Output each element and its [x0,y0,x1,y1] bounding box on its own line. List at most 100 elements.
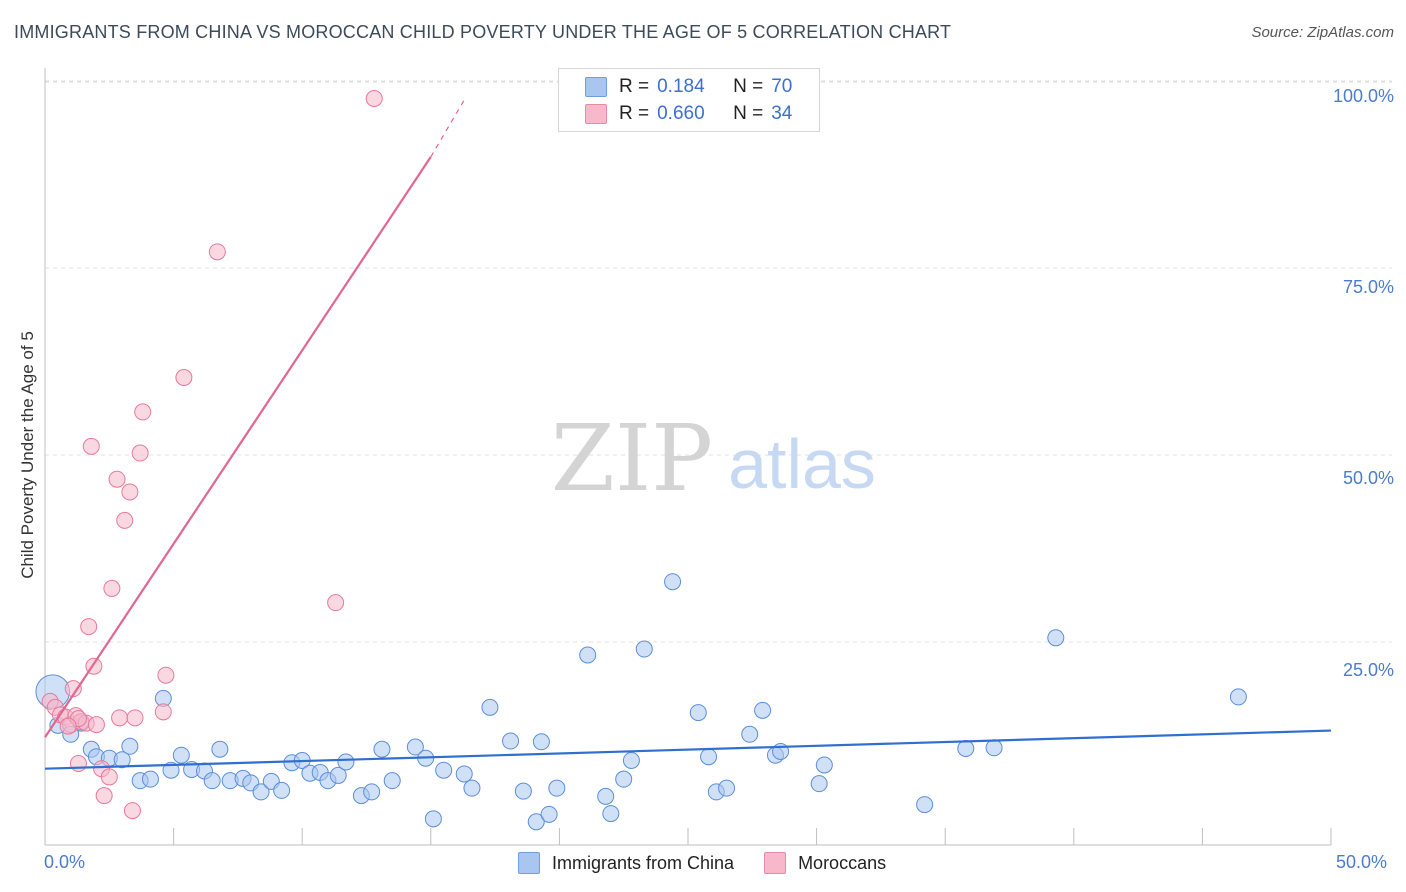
china-point [435,761,453,779]
china-point [373,740,391,758]
legend-label-china: Immigrants from China [552,852,735,873]
china-point [664,573,682,591]
y-tick-label: 75.0% [1342,277,1394,297]
moroccan-point [59,717,77,735]
r-label: R = [619,103,650,124]
moroccan-point [126,709,144,727]
source-credit: Source: ZipAtlas.com [1251,24,1394,41]
china-point [252,783,270,801]
china-point [615,770,633,788]
chart-title: IMMIGRANTS FROM CHINA VS MOROCCAN CHILD … [14,22,952,42]
moroccan-point [111,709,129,727]
moroccan-point [134,403,152,421]
china-point [162,761,180,779]
moroccan-point [82,437,100,455]
legend-row-china: R = 0.184 N = 70 [585,75,792,99]
china-point [957,740,975,758]
moroccan-point [121,483,139,501]
series-legend: Immigrants from China Moroccans [518,852,916,874]
china-point [815,756,833,774]
moroccan-point [116,511,134,529]
legend-swatch-china [585,77,607,97]
china-point [548,779,566,797]
china-point [540,805,558,823]
moroccan-point [123,802,141,820]
watermark-zip: ZIP [551,405,713,512]
legend-swatch-moroccans [585,104,607,124]
china-point [689,704,707,722]
watermark-atlas: atlas [728,425,876,503]
china-point [985,739,1003,757]
china-point [455,765,473,783]
china-point [916,796,934,814]
china-point [337,753,355,771]
china-point [597,787,615,805]
y-tick-label: 50.0% [1342,468,1394,488]
gridlines [45,80,1392,643]
moroccan-point [154,703,172,721]
moroccan-point [131,444,149,462]
china-point [406,738,424,756]
china-point [113,751,131,769]
china-point [273,781,291,799]
moroccan-point [175,369,193,386]
china-point [329,766,347,784]
china-point [141,770,159,788]
n-label: N = [733,103,764,124]
china-point [514,782,532,800]
legend-swatch-moroccans [764,852,787,874]
china-point [718,779,736,797]
moroccan-point [69,754,87,772]
china-point [121,737,139,755]
china-point [203,772,221,790]
r-value: 0.660 [657,103,705,124]
watermark: ZIP atlas [551,405,876,512]
n-label: N = [733,76,764,97]
moroccan-point [100,768,118,786]
legend-item-moroccans: Moroccans [764,852,886,874]
moroccan-point [80,618,98,636]
r-value: 0.184 [657,76,705,97]
y-tick-label: 25.0% [1342,660,1394,680]
china-point [383,772,401,790]
moroccan-point [108,470,126,488]
moroccan-point [95,787,113,805]
china-point [579,646,597,664]
axes [44,68,1332,846]
moroccan-point [87,716,105,734]
moroccan-point [157,666,175,684]
legend-label-moroccans: Moroccans [798,852,887,873]
y-axis-label: Child Poverty Under the Age of 5 [18,331,37,579]
stats-legend: R = 0.184 N = 70 R = 0.660 N = 34 [558,68,820,132]
moroccan-trend-extension [430,99,465,158]
china-point [463,779,481,797]
china-point [700,748,718,766]
r-label: R = [619,76,650,97]
china-point [172,746,190,764]
n-value: 34 [771,103,793,124]
legend-swatch-china [518,852,540,874]
y-tick-label: 100.0% [1332,86,1394,106]
china-point [1229,688,1247,706]
china-point [211,740,229,758]
china-point [1047,629,1065,647]
moroccan-trend-line [44,156,432,738]
china-point [424,810,442,828]
x-tick-label-max: 50.0% [1336,852,1388,872]
china-point [741,725,759,743]
china-point [602,805,620,823]
china-point [754,701,772,719]
china-point [810,775,828,793]
moroccan-point [208,243,226,261]
legend-item-china: Immigrants from China [518,852,734,874]
china-point [622,751,640,769]
n-value: 70 [771,76,793,97]
china-point [481,698,499,716]
china-point [363,783,381,801]
moroccan-point [365,89,383,107]
china-point [502,732,520,750]
china-trend-line [44,729,1332,770]
moroccan-point [327,594,345,612]
china-point [635,640,653,658]
